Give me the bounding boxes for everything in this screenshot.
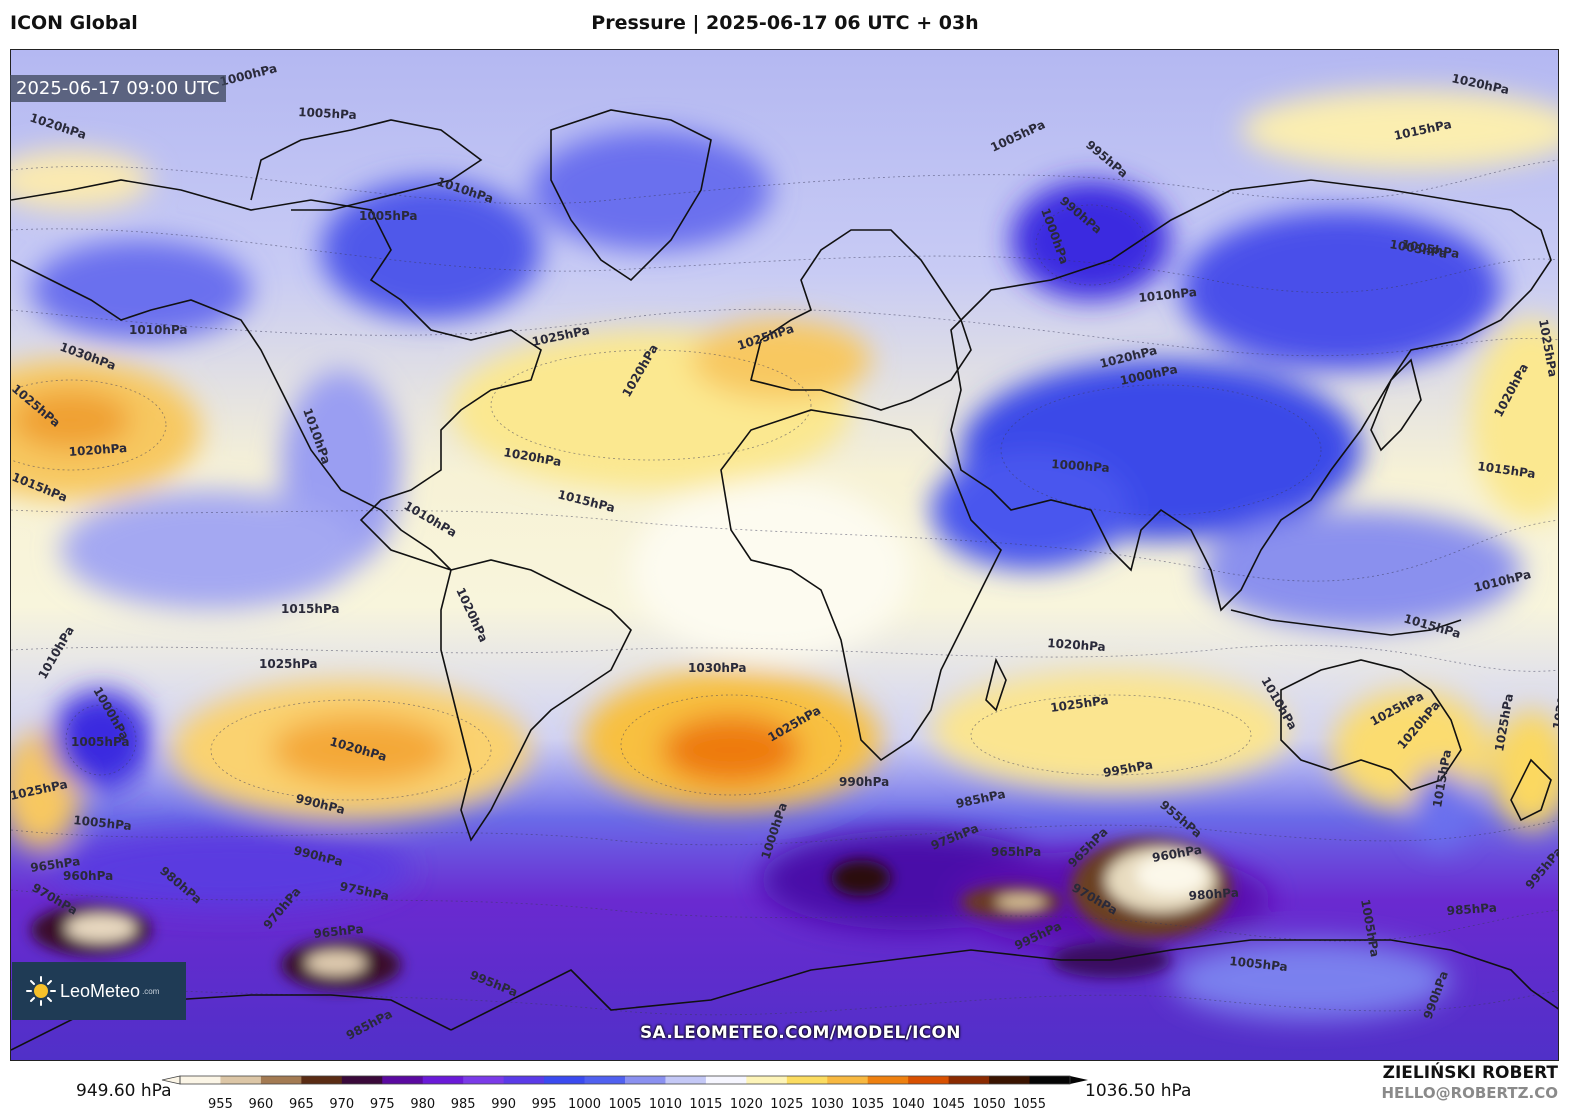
colorbar-tick-label: 1040 <box>892 1097 925 1111</box>
isobar-label: 1005hPa <box>73 813 133 833</box>
colorbar-segment <box>989 1076 1031 1084</box>
colorbar-tick-label: 995 <box>532 1097 557 1111</box>
isobar-label: 990hPa <box>839 775 889 789</box>
isobar-label: 1020hPa <box>1047 636 1106 654</box>
colorbar-tick-label: 1030 <box>811 1097 844 1111</box>
isobar-label: 1005hPa <box>71 735 130 749</box>
colorbar-segment <box>948 1076 990 1084</box>
colorbar-segment <box>746 1076 788 1084</box>
colorbar-segment <box>341 1076 383 1084</box>
colorbar-tick-label: 1015 <box>689 1097 722 1111</box>
colorbar-segment <box>625 1076 666 1084</box>
colorbar-tick-label: 980 <box>410 1097 435 1111</box>
colorbar-min-arrow <box>161 1075 181 1085</box>
isobar-label: 1020hPa <box>68 441 127 459</box>
colorbar-segment <box>665 1076 707 1084</box>
colorbar-min-label: 949.60 hPa <box>76 1081 172 1101</box>
colorbar-segment <box>908 1076 950 1084</box>
colorbar-tick-label: 1000 <box>568 1097 601 1111</box>
colorbar-segment <box>867 1076 909 1084</box>
deep-low-cores <box>31 838 1231 990</box>
isobar-label: 960hPa <box>63 869 113 883</box>
colorbar-tick-label: 1010 <box>649 1097 682 1111</box>
author-name: ZIELIŃSKI ROBERT <box>1382 1063 1558 1083</box>
source-url: SA.LEOMETEO.COM/MODEL/ICON <box>640 1023 961 1043</box>
colorbar-segment <box>382 1076 424 1084</box>
colorbar-segment <box>827 1076 869 1084</box>
isobar-label: 1025hPa <box>259 657 318 671</box>
colorbar-tick-label: 975 <box>370 1097 395 1111</box>
colorbar-tick-label: 960 <box>248 1097 273 1111</box>
isobar-label: 1000hPa <box>1051 457 1110 475</box>
isobar-label: 1005hPa <box>359 209 418 223</box>
isobar-label: 1015hPa <box>281 602 340 616</box>
colorbar-segment <box>422 1076 464 1084</box>
colorbar-tick-label: 965 <box>289 1097 314 1111</box>
colorbar-tick-label: 1025 <box>770 1097 803 1111</box>
colorbar-max-arrow <box>1070 1076 1088 1084</box>
colorbar-segment <box>260 1076 302 1084</box>
colorbar-tick-label: 1050 <box>973 1097 1006 1111</box>
colorbar-segment <box>463 1076 505 1084</box>
colorbar-tick-label: 985 <box>451 1097 476 1111</box>
pressure-systems <box>11 90 1558 1020</box>
isobar-label: 965hPa <box>991 845 1041 859</box>
isobar-lines <box>11 159 1558 1016</box>
colorbar-tick-label: 1045 <box>932 1097 965 1111</box>
colorbar-segment <box>1029 1076 1071 1084</box>
colorbar-segment <box>786 1076 828 1084</box>
colorbar-segment <box>544 1076 586 1084</box>
colorbar-tick-label: 1005 <box>608 1097 641 1111</box>
colorbar-segment <box>584 1076 626 1084</box>
author-email: HELLO@ROBERTZ.CO <box>1381 1084 1558 1102</box>
pressure-field-svg: 1000hPa 1005hPa 1020hPa 1005hPa 1010hPa … <box>11 50 1559 1060</box>
colorbar-segment <box>220 1076 262 1084</box>
valid-time-label: 2025-06-17 09:00 UTC <box>10 75 226 102</box>
isobar-label: 965hPa <box>313 922 364 941</box>
colorbar-outline <box>179 1075 1071 1085</box>
colorbar-tick-label: 990 <box>491 1097 516 1111</box>
colorbar-max-label: 1036.50 hPa <box>1085 1081 1192 1101</box>
sun-icon <box>26 976 56 1006</box>
colorbar-tick-label: 970 <box>329 1097 354 1111</box>
colorbar-segment <box>705 1076 747 1084</box>
pressure-map: 1000hPa 1005hPa 1020hPa 1005hPa 1010hPa … <box>10 49 1559 1061</box>
isobar-label: 1010hPa <box>1138 285 1198 305</box>
pressure-colorbar: 955 960 965 970 975 980 985 990 995 1000 1005 1010 1… <box>161 1075 1088 1111</box>
isobar-label: 1020hPa <box>1550 670 1559 730</box>
colorbar-tick-label: 1035 <box>851 1097 884 1111</box>
isobar-label: 1030hPa <box>688 661 747 675</box>
colorbar-segment <box>180 1076 221 1084</box>
colorbar-tick-label: 955 <box>208 1097 233 1111</box>
leometeo-logo: LeoMeteo .com <box>12 962 186 1020</box>
colorbar-tick-label: 1055 <box>1013 1097 1046 1111</box>
isobar-label: 980hPa <box>1188 886 1239 903</box>
colorbar-segment <box>301 1076 343 1084</box>
brand-suffix: .com <box>142 986 160 996</box>
brand-name: LeoMeteo <box>60 980 141 1001</box>
isobar-label: 965hPa <box>29 854 81 875</box>
isobar-label: 1005hPa <box>298 105 357 122</box>
model-name: ICON Global <box>10 12 138 34</box>
isobar-label: 1005hPa <box>1229 954 1289 974</box>
colorbar-segment <box>503 1076 545 1084</box>
map-title: Pressure | 2025-06-17 06 UTC + 03h <box>591 12 979 34</box>
colorbar-tick-label: 1020 <box>730 1097 763 1111</box>
isobar-label: 1010hPa <box>129 323 188 337</box>
isobar-label: 985hPa <box>1446 901 1497 918</box>
